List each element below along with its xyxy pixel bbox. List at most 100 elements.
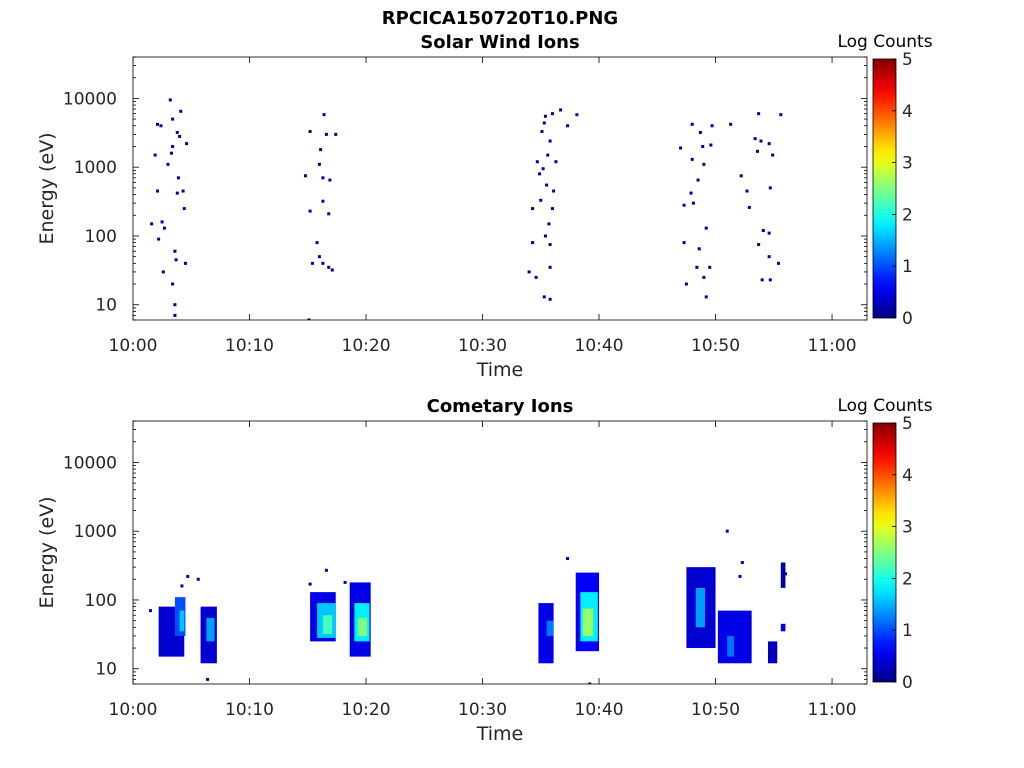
colorbar-tick-label: 3 [902,154,913,174]
heatmap-cell [704,226,708,230]
colorbar-tick-label: 2 [902,205,913,225]
heatmap-cell [767,641,778,664]
y-tick-label: 1000 [74,158,117,178]
heatmap-cell [776,261,780,265]
colorbar-label: Log Counts [837,32,932,52]
panel-title: Cometary Ions [427,396,574,417]
heatmap-cell [343,580,347,584]
heatmap-cell [543,234,547,238]
heatmap-cell [702,275,706,279]
heatmap-cell [186,574,190,578]
heatmap-cell [729,122,733,126]
heatmap-cell [725,529,729,533]
plot-frame [132,56,868,321]
heatmap-cell [538,172,542,176]
heatmap-cell [780,623,786,632]
heatmap-cell [321,199,325,203]
y-axis-label: Energy (eV) [36,132,58,244]
heatmap-cell [548,139,552,143]
heatmap-cell [588,682,592,684]
y-axis-label: Energy (eV) [36,496,58,608]
heatmap-cell [327,265,331,269]
heatmap-cell [761,229,765,233]
colorbar-tick-label: 0 [902,673,913,693]
heatmap-cell [173,313,177,317]
heatmap-cell [180,584,184,588]
panel-title: Solar Wind Ions [420,32,579,53]
heatmap-cell [783,572,787,576]
colorbar-tick-label: 1 [902,621,913,641]
heatmap-cell [169,151,173,155]
heatmap-cell [175,191,179,195]
heatmap-cell [546,153,550,157]
heatmap-cell [542,295,546,299]
heatmap-cell [357,617,368,636]
heatmap-cell [308,209,312,213]
x-tick-label: 10:20 [342,336,391,356]
colorbar-label: Log Counts [837,396,932,416]
heatmap-cell [157,237,161,241]
heatmap-cell [696,178,700,182]
heatmap-cell [740,561,744,565]
heatmap-cell [160,220,164,224]
heatmap-cell [206,617,215,642]
y-tick-label: 10000 [63,453,117,473]
colorbar-tick-label: 3 [902,518,913,538]
heatmap-cell [690,122,694,126]
heatmap-cell [168,98,172,102]
heatmap-cell [179,610,185,632]
heatmap-cell [548,243,552,247]
heatmap-cell [779,113,783,117]
heatmap-cell [327,212,331,216]
heatmap-cell [196,577,200,581]
heatmap-cell [324,568,328,572]
heatmap-cell [575,113,579,117]
heatmap-cell [710,124,714,128]
y-tick-label: 1000 [74,522,117,542]
heatmap-cell [546,620,554,636]
heatmap-cell [552,189,556,193]
heatmap-cell [171,117,175,121]
heatmap-cell [747,205,751,209]
heatmap-cell [695,587,706,628]
heatmap-cell [148,609,152,613]
heatmap-cell [155,189,159,193]
heatmap-cell [542,121,546,125]
heatmap-cell [704,295,708,299]
heatmap-cell [155,122,159,126]
x-tick-label: 10:00 [109,700,158,720]
heatmap-cell [319,148,323,152]
x-tick-label: 10:10 [225,336,274,356]
heatmap-cell [548,297,552,301]
heatmap-cell [739,174,743,178]
heatmap-cells [150,98,783,320]
y-tick-label: 10 [95,296,117,316]
heatmap-cell [307,318,311,320]
heatmap-cell [582,608,594,636]
heatmap-cell [771,153,775,157]
heatmap-cell [550,112,554,116]
y-tick-label: 10000 [63,89,117,109]
heatmap-cell [727,635,735,657]
y-tick-label: 100 [85,591,117,611]
heatmap-cell [334,132,338,136]
x-tick-label: 11:00 [808,700,857,720]
colorbar-tick-label: 0 [902,309,913,329]
heatmap-cell [541,167,545,171]
heatmap-cell [548,265,552,269]
heatmap-cell [308,582,312,586]
heatmap-cell [173,303,177,307]
heatmap-cell [768,186,772,190]
heatmap-cell [679,146,683,150]
x-axis-label: Time [476,723,524,745]
heatmap-cell [310,261,314,265]
heatmap-cell [330,268,334,272]
heatmap-cell [545,183,549,187]
x-tick-label: 10:50 [691,336,740,356]
heatmap-cell [684,282,688,286]
heatmap-cell [315,241,319,245]
plot-frame [132,420,868,685]
heatmap-cell [527,270,531,274]
